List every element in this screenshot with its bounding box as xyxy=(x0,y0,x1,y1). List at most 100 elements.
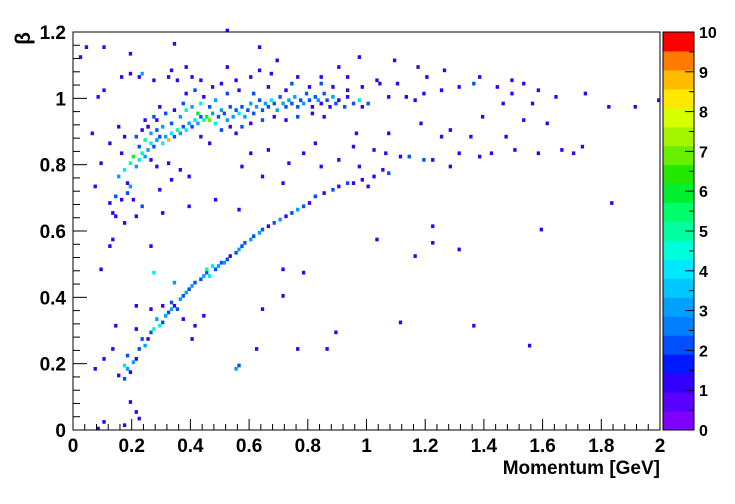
heatmap-cell xyxy=(146,337,150,341)
heatmap-cell xyxy=(301,270,306,275)
heatmap-cell xyxy=(163,313,168,318)
heatmap-cell xyxy=(275,58,279,63)
heatmap-cell xyxy=(146,148,150,152)
heatmap-cell xyxy=(131,360,136,365)
heatmap-cell xyxy=(181,294,185,298)
heatmap-cell xyxy=(287,161,291,166)
heatmap-cell xyxy=(504,134,508,139)
heatmap-cell xyxy=(240,164,244,169)
heatmap-cell xyxy=(272,221,276,225)
heatmap-cell xyxy=(213,121,218,126)
heatmap-cell xyxy=(522,118,526,122)
heatmap-cell xyxy=(310,104,315,109)
heatmap-cell xyxy=(357,164,362,169)
heatmap-cell xyxy=(187,287,191,292)
heatmap-cell xyxy=(527,343,532,348)
heatmap-cell xyxy=(269,71,273,76)
heatmap-cell xyxy=(275,108,279,112)
heatmap-cell xyxy=(337,158,341,162)
heatmap-cell xyxy=(513,148,517,152)
x-axis-label: Momentum [GeV] xyxy=(503,458,660,479)
heatmap-cell xyxy=(187,121,191,126)
heatmap-cell xyxy=(319,81,323,86)
heatmap-cell xyxy=(187,174,191,179)
heatmap-cell xyxy=(202,313,206,318)
heatmap-cell xyxy=(319,101,323,106)
colorbar-band xyxy=(663,240,694,260)
heatmap-cell xyxy=(331,187,335,192)
heatmap-cell xyxy=(431,224,435,229)
x-tick-label: 0 xyxy=(68,436,79,457)
heatmap-cell xyxy=(111,211,115,215)
heatmap-cell xyxy=(266,148,271,152)
heatmap-cell xyxy=(199,134,203,139)
heatmap-cell xyxy=(472,81,476,86)
colorbar-band xyxy=(663,411,694,431)
heatmap-cell xyxy=(322,114,326,119)
heatmap-cell xyxy=(190,75,194,79)
colorbar-band xyxy=(663,316,694,336)
heatmap-cell xyxy=(375,78,379,83)
heatmap-cell xyxy=(143,118,147,122)
heatmap-cell xyxy=(228,124,232,129)
heatmap-cell xyxy=(184,290,188,295)
heatmap-cell xyxy=(96,426,100,431)
heatmap-cell xyxy=(219,128,224,132)
colorbar-band xyxy=(663,107,694,128)
heatmap-cell xyxy=(225,118,229,122)
y-tick-label: 0 xyxy=(55,421,66,442)
heatmap-cell xyxy=(128,71,133,76)
heatmap-cell xyxy=(93,184,97,189)
heatmap-cell xyxy=(431,240,435,245)
heatmap-cell xyxy=(184,65,188,69)
heatmap-cell xyxy=(190,284,194,288)
heatmap-cell xyxy=(228,254,232,258)
heatmap-cell xyxy=(196,111,200,116)
heatmap-cell xyxy=(152,78,156,83)
heatmap-cell xyxy=(395,81,400,86)
heatmap-cell xyxy=(398,154,403,159)
heatmap-cell xyxy=(114,323,118,328)
heatmap-cell xyxy=(172,280,177,285)
heatmap-cell xyxy=(254,347,259,351)
heatmap-cell xyxy=(278,95,282,99)
heatmap-cell xyxy=(199,101,203,106)
heatmap-cell xyxy=(404,95,408,99)
heatmap-cell xyxy=(272,114,276,119)
heatmap-cell xyxy=(296,104,300,109)
colorbar-tick-label: 8 xyxy=(699,105,708,122)
heatmap-cell xyxy=(228,104,232,109)
heatmap-cell xyxy=(384,151,388,156)
heatmap-cell xyxy=(143,154,147,159)
heatmap-cell xyxy=(657,98,661,103)
heatmap-cell xyxy=(442,68,447,73)
heatmap-cell xyxy=(246,108,250,112)
heatmap-cell xyxy=(143,343,147,348)
heatmap-cell xyxy=(163,134,168,139)
heatmap-cell xyxy=(439,88,444,93)
heatmap-cell xyxy=(117,373,121,378)
heatmap-cell xyxy=(172,41,177,46)
heatmap-cell xyxy=(128,51,133,56)
colorbar-band xyxy=(663,373,694,393)
heatmap-cell xyxy=(448,164,453,169)
heatmap-cell xyxy=(122,134,127,139)
colorbar-band xyxy=(663,297,694,317)
heatmap-cell xyxy=(328,104,332,109)
heatmap-cell xyxy=(243,114,247,119)
heatmap-cell xyxy=(489,151,494,156)
colorbar-band xyxy=(663,164,694,185)
colorbar-tick-label: 10 xyxy=(699,25,717,42)
heatmap-cell xyxy=(257,45,262,49)
heatmap-cell xyxy=(208,104,212,109)
heatmap-cell xyxy=(257,68,262,73)
heatmap-cell xyxy=(472,323,476,328)
heatmap-cell xyxy=(219,260,224,265)
heatmap-cell xyxy=(260,227,265,232)
heatmap-cell xyxy=(131,154,136,159)
heatmap-cell xyxy=(478,154,482,159)
heatmap-cell xyxy=(102,45,106,49)
heatmap-cell xyxy=(334,330,338,335)
heatmap-cell xyxy=(322,91,326,96)
heatmap-cell xyxy=(281,101,285,106)
